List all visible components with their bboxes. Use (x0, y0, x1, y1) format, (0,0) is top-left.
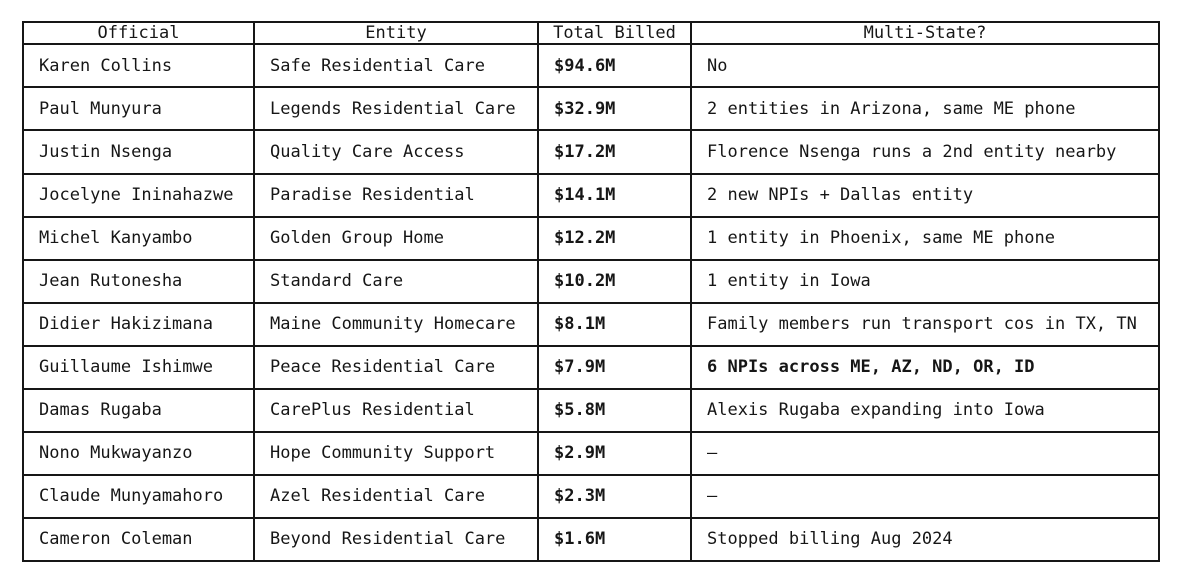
table-row: Karen Collins Safe Residential Care $94.… (22, 43, 1160, 89)
cell-official: Jocelyne Ininahazwe (22, 172, 255, 218)
cell-multi-state: 2 new NPIs + Dallas entity (690, 172, 1160, 218)
column-header-multi-state: Multi-State? (690, 20, 1160, 46)
cell-official: Nono Mukwayanzo (22, 430, 255, 476)
cell-entity: Safe Residential Care (253, 43, 539, 89)
cell-multi-state: Stopped billing Aug 2024 (690, 516, 1160, 563)
cell-official: Justin Nsenga (22, 129, 255, 175)
cell-multi-state: — (690, 430, 1160, 476)
cell-entity: Beyond Residential Care (253, 516, 539, 563)
cell-official: Michel Kanyambo (22, 215, 255, 261)
table-row: Paul Munyura Legends Residential Care $3… (22, 86, 1160, 132)
cell-multi-state: 1 entity in Iowa (690, 258, 1160, 304)
table-row: Cameron Coleman Beyond Residential Care … (22, 516, 1160, 563)
table-row: Claude Munyamahoro Azel Residential Care… (22, 473, 1160, 519)
cell-total-billed: $1.6M (537, 516, 692, 563)
column-header-entity: Entity (253, 20, 539, 46)
table-body: Karen Collins Safe Residential Care $94.… (22, 43, 1160, 563)
cell-total-billed: $5.8M (537, 387, 692, 433)
cell-total-billed: $32.9M (537, 86, 692, 132)
cell-official: Cameron Coleman (22, 516, 255, 563)
cell-entity: Hope Community Support (253, 430, 539, 476)
cell-total-billed: $8.1M (537, 301, 692, 347)
table-header: Official Entity Total Billed Multi-State… (22, 20, 1160, 46)
billing-table: Official Entity Total Billed Multi-State… (22, 20, 1160, 563)
table-row: Guillaume Ishimwe Peace Residential Care… (22, 344, 1160, 390)
cell-multi-state: No (690, 43, 1160, 89)
cell-entity: Quality Care Access (253, 129, 539, 175)
cell-entity: Standard Care (253, 258, 539, 304)
table-row: Nono Mukwayanzo Hope Community Support $… (22, 430, 1160, 476)
header-row: Official Entity Total Billed Multi-State… (22, 20, 1160, 46)
cell-entity: Paradise Residential (253, 172, 539, 218)
cell-total-billed: $2.9M (537, 430, 692, 476)
column-header-total-billed: Total Billed (537, 20, 692, 46)
cell-total-billed: $2.3M (537, 473, 692, 519)
cell-multi-state: — (690, 473, 1160, 519)
cell-multi-state: Family members run transport cos in TX, … (690, 301, 1160, 347)
cell-total-billed: $10.2M (537, 258, 692, 304)
cell-multi-state: 6 NPIs across ME, AZ, ND, OR, ID (690, 344, 1160, 390)
cell-official: Karen Collins (22, 43, 255, 89)
table-row: Didier Hakizimana Maine Community Homeca… (22, 301, 1160, 347)
cell-entity: CarePlus Residential (253, 387, 539, 433)
cell-total-billed: $17.2M (537, 129, 692, 175)
table-row: Damas Rugaba CarePlus Residential $5.8M … (22, 387, 1160, 433)
cell-official: Paul Munyura (22, 86, 255, 132)
cell-entity: Peace Residential Care (253, 344, 539, 390)
cell-total-billed: $7.9M (537, 344, 692, 390)
column-header-official: Official (22, 20, 255, 46)
cell-official: Claude Munyamahoro (22, 473, 255, 519)
cell-total-billed: $12.2M (537, 215, 692, 261)
cell-multi-state: 2 entities in Arizona, same ME phone (690, 86, 1160, 132)
table-row: Justin Nsenga Quality Care Access $17.2M… (22, 129, 1160, 175)
cell-official: Guillaume Ishimwe (22, 344, 255, 390)
cell-total-billed: $94.6M (537, 43, 692, 89)
table-row: Jocelyne Ininahazwe Paradise Residential… (22, 172, 1160, 218)
cell-entity: Azel Residential Care (253, 473, 539, 519)
cell-entity: Maine Community Homecare (253, 301, 539, 347)
cell-multi-state: 1 entity in Phoenix, same ME phone (690, 215, 1160, 261)
cell-total-billed: $14.1M (537, 172, 692, 218)
cell-official: Didier Hakizimana (22, 301, 255, 347)
table-row: Jean Rutonesha Standard Care $10.2M 1 en… (22, 258, 1160, 304)
cell-multi-state: Alexis Rugaba expanding into Iowa (690, 387, 1160, 433)
table-row: Michel Kanyambo Golden Group Home $12.2M… (22, 215, 1160, 261)
cell-multi-state: Florence Nsenga runs a 2nd entity nearby (690, 129, 1160, 175)
cell-official: Damas Rugaba (22, 387, 255, 433)
cell-official: Jean Rutonesha (22, 258, 255, 304)
cell-entity: Legends Residential Care (253, 86, 539, 132)
cell-entity: Golden Group Home (253, 215, 539, 261)
